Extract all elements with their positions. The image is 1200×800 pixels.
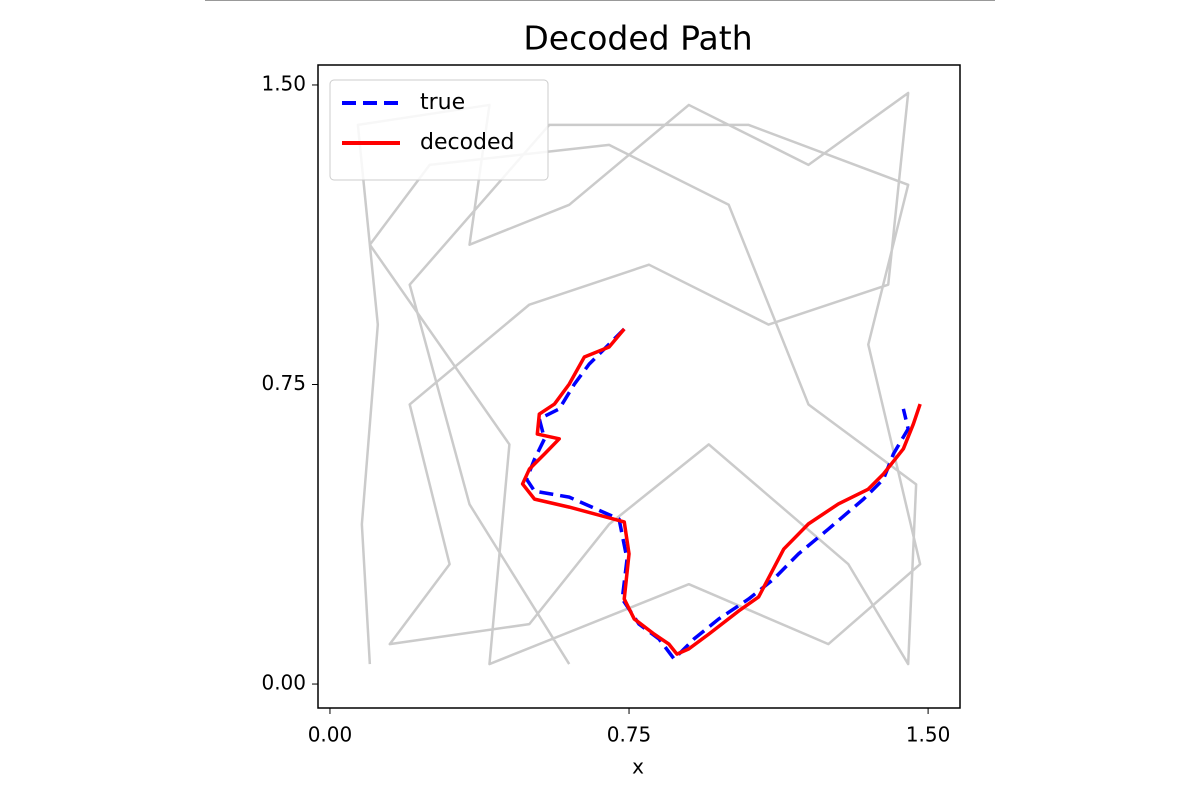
x-tick-label: 0.00 <box>308 723 353 747</box>
x-tick-label: 0.75 <box>607 723 652 747</box>
chart-title: Decoded Path <box>523 19 752 58</box>
series-line <box>520 327 922 656</box>
legend-label: true <box>420 90 465 115</box>
x-axis-label: x <box>632 755 644 779</box>
y-tick-label: 1.50 <box>261 71 306 95</box>
legend-label: decoded <box>420 130 515 155</box>
series-line <box>524 327 910 661</box>
y-tick-label: 0.75 <box>261 371 306 395</box>
plot-frame <box>317 64 961 709</box>
y-tick-label: 0.00 <box>261 671 306 695</box>
x-tick-label: 1.50 <box>906 723 951 747</box>
